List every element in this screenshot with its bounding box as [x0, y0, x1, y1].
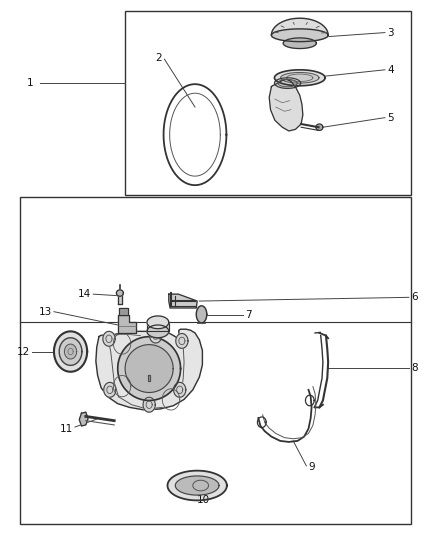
Polygon shape [272, 29, 328, 42]
Polygon shape [167, 471, 227, 500]
Text: 13: 13 [39, 306, 52, 317]
Polygon shape [275, 78, 300, 88]
Polygon shape [281, 72, 319, 83]
Polygon shape [316, 124, 323, 131]
Polygon shape [176, 334, 188, 349]
Polygon shape [54, 332, 87, 372]
Text: 14: 14 [78, 289, 92, 299]
Polygon shape [173, 382, 186, 397]
Polygon shape [175, 476, 219, 495]
Polygon shape [118, 337, 180, 400]
Polygon shape [118, 316, 136, 333]
Bar [20, 197, 411, 524]
Polygon shape [117, 290, 124, 296]
Polygon shape [59, 338, 82, 366]
Polygon shape [147, 316, 169, 329]
Polygon shape [196, 306, 207, 323]
Text: 4: 4 [387, 65, 394, 75]
Text: 7: 7 [245, 310, 252, 320]
Text: 2: 2 [155, 53, 162, 62]
Polygon shape [125, 345, 173, 392]
Polygon shape [269, 79, 303, 131]
Polygon shape [147, 325, 169, 338]
Text: 8: 8 [411, 362, 418, 373]
Bar [125, 11, 411, 195]
Polygon shape [143, 397, 155, 412]
Text: 9: 9 [308, 463, 315, 472]
Text: 10: 10 [197, 495, 210, 505]
Polygon shape [118, 294, 122, 304]
Polygon shape [283, 38, 316, 49]
Text: 6: 6 [411, 292, 418, 302]
Polygon shape [104, 382, 116, 397]
Text: 5: 5 [387, 112, 394, 123]
Polygon shape [96, 329, 202, 410]
Text: 3: 3 [387, 28, 394, 38]
Polygon shape [275, 70, 325, 86]
Text: 1: 1 [27, 78, 33, 88]
Polygon shape [150, 328, 162, 343]
Text: 11: 11 [60, 424, 73, 434]
Polygon shape [272, 18, 328, 35]
Polygon shape [148, 375, 150, 381]
Text: 12: 12 [17, 346, 30, 357]
Polygon shape [120, 308, 128, 316]
Polygon shape [169, 294, 197, 308]
Polygon shape [64, 344, 77, 359]
Polygon shape [147, 322, 169, 332]
Polygon shape [79, 412, 88, 426]
Polygon shape [103, 332, 115, 346]
